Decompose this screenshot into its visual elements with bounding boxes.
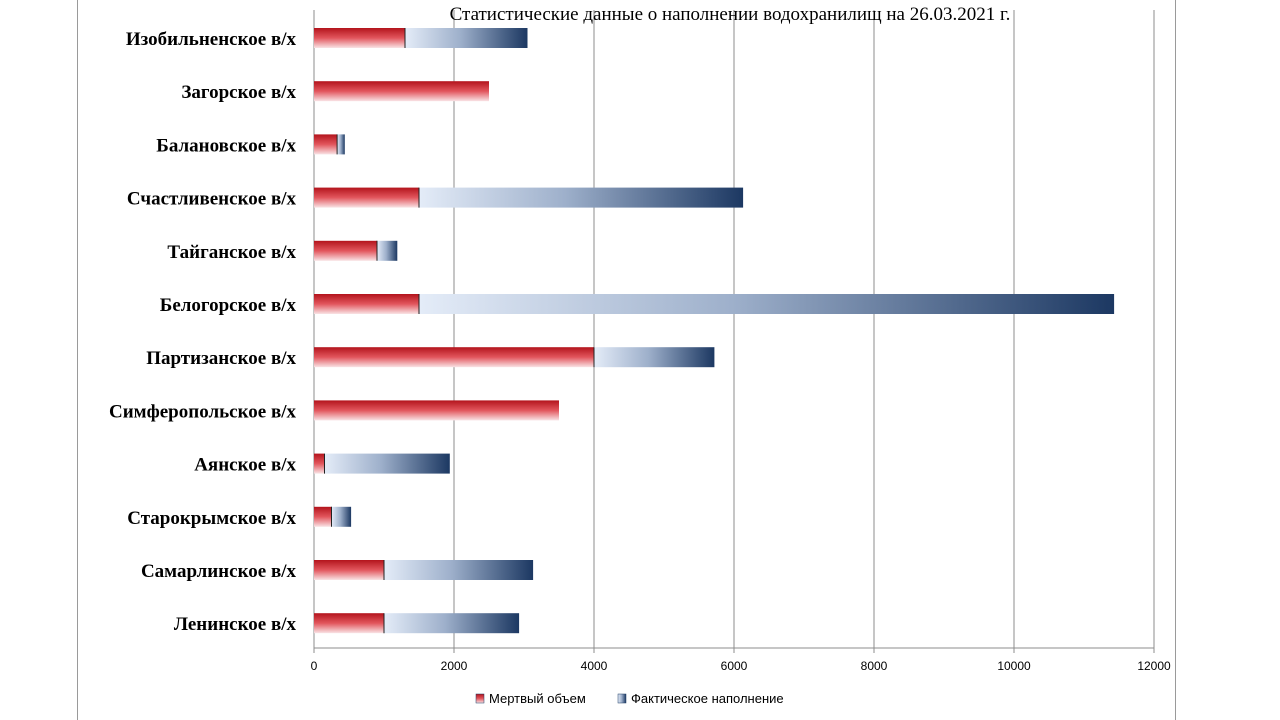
category-label: Ленинское в/х xyxy=(174,614,297,635)
category-label: Старокрымское в/х xyxy=(127,508,296,529)
bar-dead-volume xyxy=(314,187,419,208)
bar-dead-volume xyxy=(314,560,384,580)
category-label: Балановское в/х xyxy=(156,135,296,156)
bar-actual-filling xyxy=(324,453,450,474)
category-label: Симферопольское в/х xyxy=(109,401,297,422)
bar-dead-volume xyxy=(314,506,332,527)
bar-dead-volume xyxy=(314,81,489,102)
bar-dead-volume xyxy=(314,294,419,314)
legend: Мертвый объем Фактическое наполнение xyxy=(475,691,784,706)
x-tick-label: 12000 xyxy=(1137,659,1171,673)
x-axis: 0 2000 4000 6000 8000 10000 12000 xyxy=(311,647,1171,673)
category-label: Загорское в/х xyxy=(181,82,296,103)
x-tick-label: 2000 xyxy=(441,659,468,673)
x-tick-label: 8000 xyxy=(861,659,888,673)
bar-actual-filling xyxy=(384,613,520,634)
legend-swatch-dead-volume xyxy=(475,693,485,704)
bar-dead-volume xyxy=(314,28,405,48)
bar-dead-volume xyxy=(314,453,325,474)
bar-actual-filling xyxy=(419,294,1115,314)
bar-dead-volume xyxy=(314,347,594,368)
bar-dead-volume xyxy=(314,400,559,421)
gridlines xyxy=(313,10,1155,648)
bar-actual-filling xyxy=(405,28,528,48)
category-label: Тайганское в/х xyxy=(167,242,296,263)
bar-actual-filling xyxy=(384,560,534,580)
x-tick-label: 0 xyxy=(311,659,318,673)
category-label: Счастливенское в/х xyxy=(127,189,297,210)
bars xyxy=(314,28,1115,634)
bar-actual-filling xyxy=(377,240,398,261)
x-tick-label: 4000 xyxy=(581,659,608,673)
chart-title: Статистические данные о наполнении водох… xyxy=(450,4,1011,25)
category-labels: Изобильненское в/х Загорское в/х Балановск… xyxy=(109,29,297,635)
legend-label: Мертвый объем xyxy=(489,691,586,706)
bar-dead-volume xyxy=(314,613,384,634)
bar-actual-filling xyxy=(337,134,345,155)
page-frame-left xyxy=(77,0,78,720)
legend-label: Фактическое наполнение xyxy=(631,691,784,706)
legend-swatch-actual-filling xyxy=(617,693,627,704)
x-tick-label: 10000 xyxy=(997,659,1031,673)
category-label: Самарлинское в/х xyxy=(141,561,297,582)
bar-dead-volume xyxy=(314,240,377,261)
category-label: Аянское в/х xyxy=(194,455,296,476)
category-label: Партизанское в/х xyxy=(146,348,296,369)
x-tick-label: 6000 xyxy=(721,659,748,673)
page-frame-right xyxy=(1175,0,1176,720)
category-label: Белогорское в/х xyxy=(160,295,297,316)
bar-actual-filling xyxy=(594,347,715,368)
category-label: Изобильненское в/х xyxy=(126,29,297,50)
bar-actual-filling xyxy=(419,187,744,208)
bar-actual-filling xyxy=(331,506,352,527)
bar-dead-volume xyxy=(314,134,338,155)
